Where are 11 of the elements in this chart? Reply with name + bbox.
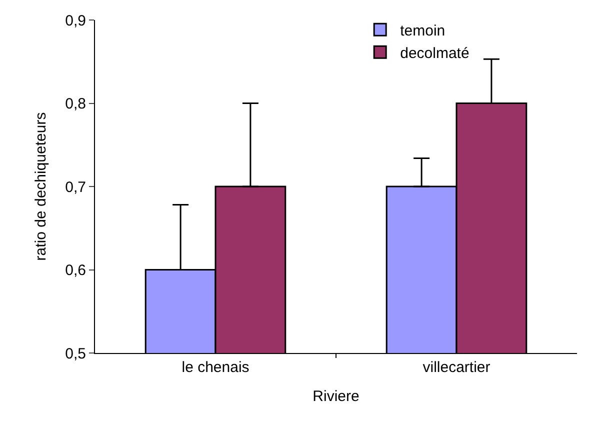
y-tick-label: 0,7 [65,178,86,196]
legend-label: decolmaté [400,44,470,62]
y-tick-label: 0,6 [65,262,86,279]
y-axis-title: ratio de dechiqueteurs [32,112,50,261]
x-tick-label: le chenais [182,359,250,376]
x-axis-title: Riviere [312,388,360,405]
y-tick-label: 0,9 [65,12,86,30]
y-tick-label: 0,8 [65,96,86,112]
x-tick-label: villecartier [422,359,490,376]
legend-label: temoin [400,22,446,40]
y-tick-label: 0,5 [65,345,86,362]
